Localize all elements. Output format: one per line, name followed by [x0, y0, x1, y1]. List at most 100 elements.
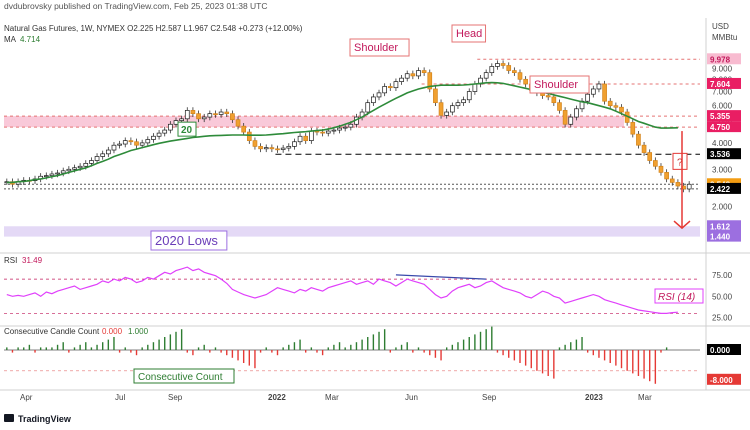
candle[interactable]	[275, 148, 280, 151]
price-pane[interactable]: 20 Shoulder Head Shoulder 2020 Lows?	[4, 24, 700, 251]
candle[interactable]	[506, 65, 512, 71]
candle[interactable]	[60, 170, 66, 174]
candle[interactable]	[590, 88, 596, 95]
candle[interactable]	[292, 141, 297, 147]
candle[interactable]	[382, 86, 387, 94]
candle[interactable]	[653, 160, 658, 167]
candle[interactable]	[387, 86, 393, 89]
candle[interactable]	[596, 83, 602, 90]
candle[interactable]	[399, 77, 404, 82]
candle[interactable]	[213, 113, 218, 116]
candle[interactable]	[309, 130, 314, 141]
candle[interactable]	[512, 70, 517, 74]
candle[interactable]	[49, 173, 55, 176]
candle[interactable]	[421, 70, 427, 74]
candle[interactable]	[613, 105, 619, 108]
candle[interactable]	[371, 96, 376, 104]
candle[interactable]	[258, 146, 263, 150]
candle[interactable]	[94, 156, 100, 161]
candle[interactable]	[416, 70, 421, 77]
candle[interactable]	[134, 141, 139, 146]
candle[interactable]	[201, 116, 207, 120]
candle[interactable]	[263, 147, 269, 150]
candle[interactable]	[574, 108, 579, 118]
candle[interactable]	[404, 73, 410, 79]
candle[interactable]	[342, 126, 348, 129]
candle[interactable]	[151, 135, 156, 140]
candle[interactable]	[179, 118, 184, 121]
candle[interactable]	[303, 135, 309, 141]
candle[interactable]	[444, 111, 450, 116]
rsi-pane[interactable]: RSI 31.49 75.00 50.00 25.00 RSI (14)	[4, 256, 733, 323]
candle[interactable]	[607, 100, 613, 107]
candle[interactable]	[117, 143, 122, 146]
candle[interactable]	[630, 122, 636, 135]
candle[interactable]	[190, 110, 196, 115]
candle[interactable]	[472, 83, 478, 92]
candle[interactable]	[376, 92, 382, 98]
candle[interactable]	[162, 129, 168, 134]
candle[interactable]	[585, 93, 590, 102]
candle[interactable]	[337, 127, 342, 131]
candle[interactable]	[297, 135, 303, 143]
candle[interactable]	[235, 119, 241, 127]
candle[interactable]	[331, 129, 337, 132]
candle[interactable]	[269, 147, 275, 150]
candle[interactable]	[433, 88, 438, 104]
candle[interactable]	[455, 102, 461, 107]
candle[interactable]	[523, 78, 528, 85]
candle[interactable]	[348, 123, 354, 128]
candle[interactable]	[365, 102, 371, 113]
candle[interactable]	[619, 106, 624, 113]
candle[interactable]	[43, 175, 49, 177]
candle[interactable]	[686, 183, 692, 190]
candle[interactable]	[393, 81, 399, 89]
candle[interactable]	[156, 132, 162, 137]
candle[interactable]	[145, 139, 151, 144]
candle[interactable]	[241, 125, 246, 133]
candle[interactable]	[427, 72, 433, 90]
candle[interactable]	[438, 102, 444, 116]
candle[interactable]	[128, 140, 134, 143]
candle[interactable]	[489, 66, 495, 74]
candle[interactable]	[207, 113, 213, 118]
candle[interactable]	[602, 83, 607, 102]
candle[interactable]	[106, 149, 111, 155]
candle[interactable]	[55, 172, 60, 175]
candle[interactable]	[100, 153, 106, 157]
candle[interactable]	[551, 96, 557, 104]
candle[interactable]	[89, 160, 94, 164]
candle[interactable]	[77, 165, 83, 169]
candle[interactable]	[230, 113, 235, 121]
candle[interactable]	[641, 144, 647, 153]
candle[interactable]	[168, 123, 173, 131]
candle[interactable]	[184, 110, 190, 120]
candle[interactable]	[218, 111, 224, 115]
candle[interactable]	[466, 91, 472, 101]
candle[interactable]	[664, 172, 669, 180]
candle[interactable]	[122, 140, 128, 145]
candle[interactable]	[72, 167, 77, 170]
candle[interactable]	[139, 142, 145, 146]
candle[interactable]	[196, 113, 201, 120]
candle[interactable]	[450, 105, 455, 113]
candle[interactable]	[246, 131, 252, 141]
candle[interactable]	[483, 72, 489, 79]
candle[interactable]	[83, 163, 89, 167]
candle[interactable]	[286, 146, 292, 149]
candle[interactable]	[461, 99, 466, 104]
candle[interactable]	[410, 73, 416, 77]
candle[interactable]	[173, 120, 179, 125]
candle[interactable]	[545, 95, 551, 98]
candle[interactable]	[562, 110, 568, 125]
candle[interactable]	[647, 152, 653, 161]
candle[interactable]	[568, 116, 574, 125]
candle[interactable]	[325, 130, 331, 134]
candle[interactable]	[66, 168, 72, 172]
candle[interactable]	[111, 144, 117, 151]
candle[interactable]	[669, 178, 675, 183]
candle[interactable]	[517, 72, 523, 80]
candle[interactable]	[557, 102, 562, 111]
candle[interactable]	[500, 63, 506, 66]
